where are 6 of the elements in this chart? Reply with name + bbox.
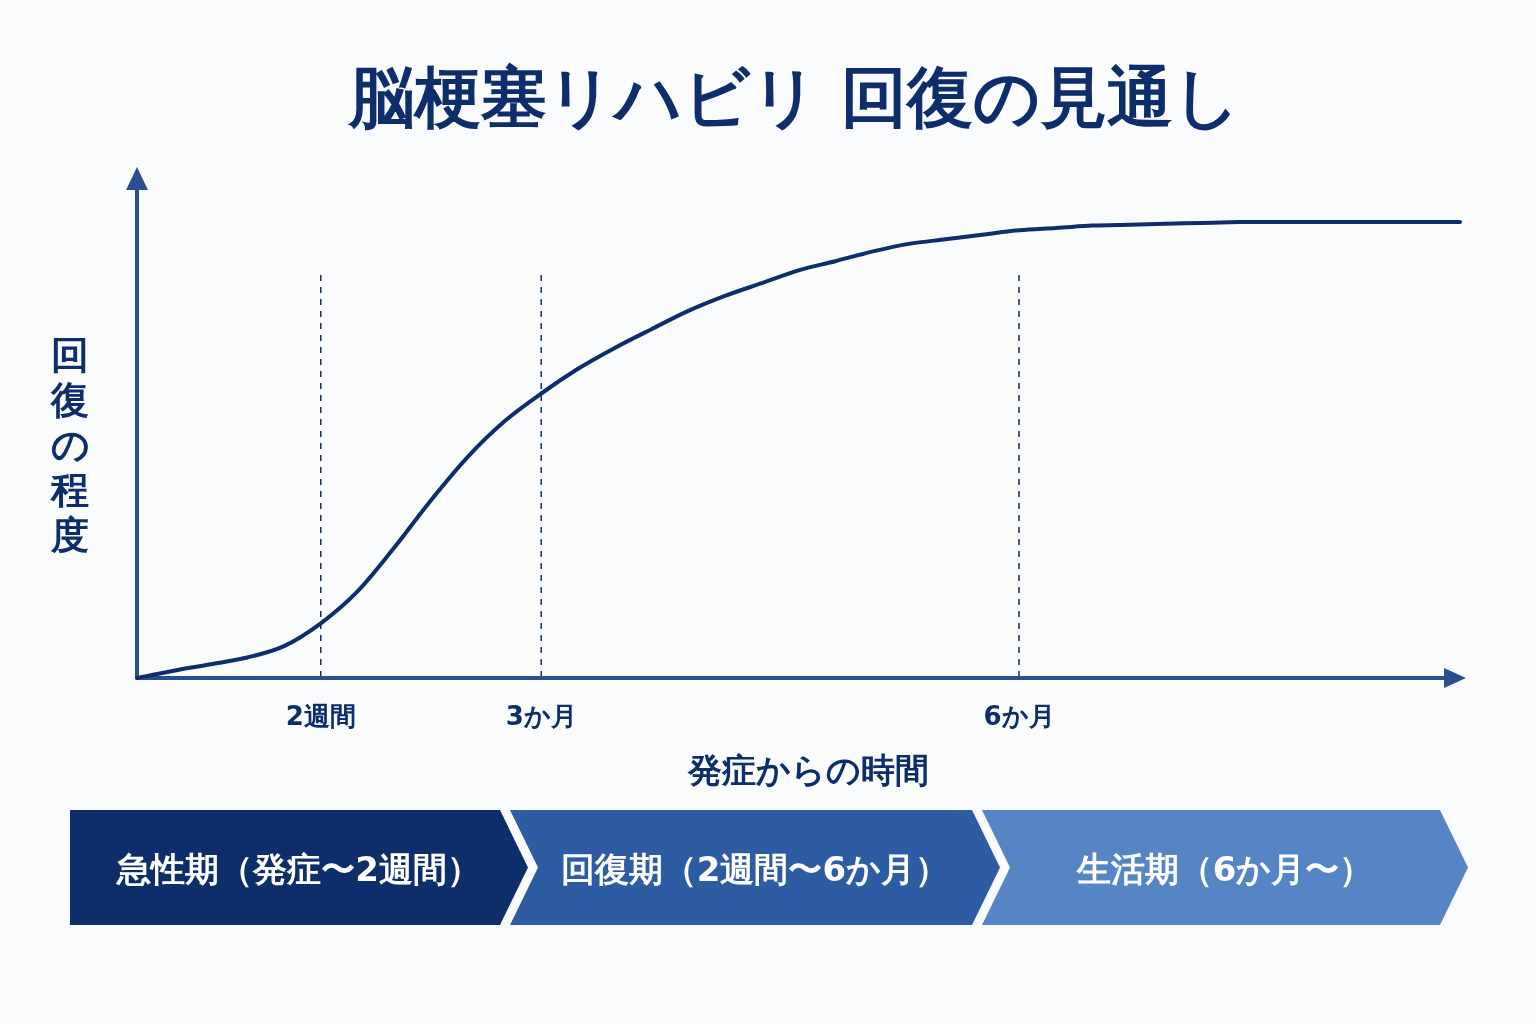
x-tick-label: 2週間 [285,701,356,731]
chart-title: 脳梗塞リハビリ 回復の見通し [346,59,1242,136]
x-tick-label: 6か月 [983,701,1055,731]
y-axis-title: 回復の程度 [50,333,90,557]
x-axis-title: 発症からの時間 [686,750,929,790]
x-tick-label: 3か月 [505,701,577,731]
